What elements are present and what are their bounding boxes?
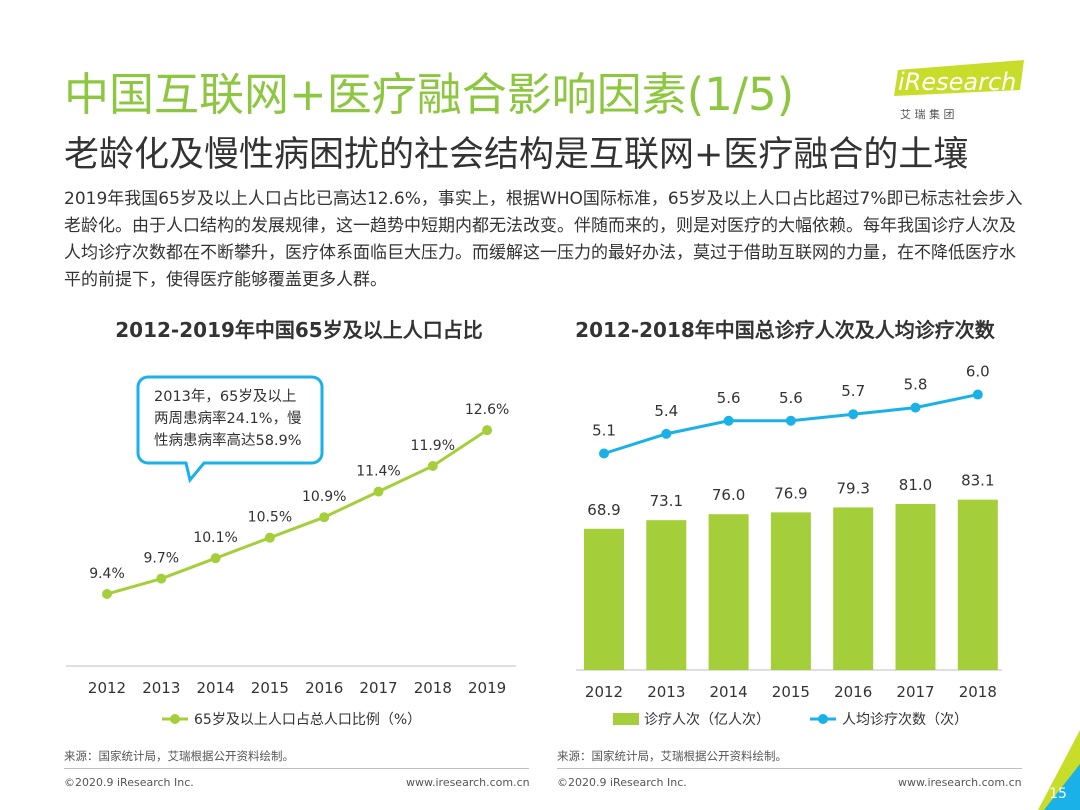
left-source: 来源：国家统计局，艾瑞根据公开资料绘制。 — [64, 749, 294, 763]
left-point-2017 — [373, 486, 384, 497]
right-line-point-2015 — [785, 415, 796, 426]
right-legend-line-label: 人均诊疗次数（次） — [842, 712, 968, 728]
right-tick-2016: 2016 — [834, 683, 872, 701]
left-footer-rule — [64, 768, 529, 769]
right-bar-label-2017: 81.0 — [899, 476, 932, 494]
left-label-2013: 9.7% — [144, 551, 180, 567]
right-bar-2014 — [708, 514, 749, 670]
left-point-2018 — [427, 461, 438, 471]
left-tick-2015: 2015 — [251, 679, 289, 697]
right-line-point-2018 — [972, 389, 983, 400]
page-subtitle: 老龄化及慢性病困扰的社会结构是互联网+医疗融合的土壤 — [64, 135, 969, 175]
left-chart: 9.4% 2012 9.7% 2013 10.1% 2014 10.5% 2015 10.9% 2… — [66, 375, 516, 728]
left-tick-2017: 2017 — [359, 679, 397, 697]
corner-triangle-blue — [1044, 764, 1080, 810]
right-bar-label-2016: 79.3 — [836, 479, 869, 497]
left-tick-2013: 2013 — [142, 679, 180, 697]
left-point-2014 — [210, 553, 221, 564]
left-chart-title: 2012-2019年中国65岁及以上人口占比 — [115, 318, 483, 342]
right-line-label-2016: 5.7 — [841, 382, 865, 400]
left-label-2015: 10.5% — [248, 510, 292, 526]
right-tick-2012: 2012 — [585, 683, 623, 701]
callout-line-2: 两周患病率24.1%，慢 — [154, 410, 302, 427]
left-tick-2014: 2014 — [197, 679, 235, 697]
page-number: 15 — [1049, 786, 1067, 802]
right-tick-2013: 2013 — [647, 683, 685, 701]
page-corner: 15 — [1038, 730, 1080, 810]
iresearch-logo: iResearch 艾 瑞 集 团 — [892, 60, 1028, 122]
right-bar-label-2015: 76.9 — [774, 484, 807, 502]
left-point-2012 — [102, 589, 112, 599]
right-tick-2015: 2015 — [772, 683, 810, 701]
logo-subtext: 艾 瑞 集 团 — [900, 107, 955, 121]
left-website: www.iresearch.com.cn — [406, 776, 530, 789]
left-label-2014: 10.1% — [193, 530, 237, 546]
right-line-point-2013 — [661, 428, 672, 439]
right-legend-line-marker — [818, 714, 828, 724]
callout-line-3: 性病患病率高达58.9% — [154, 432, 302, 449]
body-paragraph: 2019年我国65岁及以上人口占比已高达12.6%，事实上，根据WHO国际标准，… — [64, 189, 1023, 290]
right-line-label-2015: 5.6 — [779, 389, 803, 407]
left-tick-2019: 2019 — [468, 679, 506, 697]
right-line-label-2012: 5.1 — [592, 422, 616, 440]
left-tick-2018: 2018 — [414, 679, 452, 697]
right-bar-2018 — [957, 499, 998, 670]
callout-bubble-shape — [136, 375, 324, 484]
callout-bubble: 2013年，65岁及以上 两周患病率24.1%，慢 性病患病率高达58.9% — [136, 375, 324, 484]
callout-line-1: 2013年，65岁及以上 — [154, 388, 296, 405]
left-label-2018: 11.9% — [411, 438, 455, 454]
right-tick-2017: 2017 — [896, 683, 934, 701]
right-line-point-2012 — [599, 448, 609, 459]
right-bar-label-2013: 73.1 — [650, 492, 683, 510]
right-line-label-2017: 5.8 — [904, 376, 928, 394]
left-series-line — [106, 428, 488, 596]
right-tick-2018: 2018 — [959, 683, 997, 701]
left-point-2013 — [156, 573, 167, 584]
logo-text: iResearch — [898, 68, 1016, 96]
left-legend-label: 65岁及以上人口占总人口比例（%） — [194, 712, 421, 728]
right-legend-bar-label: 诊疗人次（亿人次） — [644, 712, 770, 728]
left-tick-2012: 2012 — [88, 679, 126, 697]
left-legend-marker — [170, 714, 180, 724]
right-bar-2016 — [833, 507, 874, 670]
left-label-2016: 10.9% — [302, 489, 346, 505]
logo-banner-shape — [894, 60, 1024, 96]
right-line-label-2018: 6.0 — [966, 363, 990, 381]
left-label-2019: 12.6% — [465, 402, 509, 418]
right-tick-2014: 2014 — [710, 683, 748, 701]
right-source: 来源：国家统计局，艾瑞根据公开资料绘制。 — [557, 749, 787, 763]
right-bar-2012 — [584, 528, 624, 670]
page-title: 中国互联网+医疗融合影响因素(1/5) — [64, 68, 795, 121]
left-copyright: ©2020.9 iResearch Inc. — [64, 776, 194, 789]
right-bar-2015 — [770, 512, 811, 670]
left-point-2016 — [319, 512, 330, 523]
right-bar-label-2018: 83.1 — [961, 472, 994, 490]
right-bar-2013 — [646, 520, 687, 670]
right-copyright: ©2020.9 iResearch Inc. — [557, 776, 687, 789]
left-point-2015 — [264, 532, 275, 543]
right-bar-label-2012: 68.9 — [587, 501, 620, 519]
right-bar-2017 — [895, 503, 936, 670]
right-legend-bar-swatch — [613, 713, 639, 725]
right-footer-rule — [557, 768, 1022, 769]
left-label-2017: 11.4% — [356, 464, 400, 480]
left-tick-2016: 2016 — [305, 679, 343, 697]
right-line-label-2013: 5.4 — [654, 402, 678, 420]
right-website: www.iresearch.com.cn — [898, 776, 1022, 789]
right-chart-title: 2012-2018年中国总诊疗人次及人均诊疗次数 — [575, 318, 995, 342]
right-line-point-2016 — [848, 409, 859, 420]
right-line-label-2014: 5.6 — [717, 389, 741, 407]
right-line-point-2014 — [723, 415, 734, 426]
right-line-point-2017 — [910, 402, 921, 413]
left-label-2012: 9.4% — [89, 566, 125, 582]
left-point-2019 — [482, 425, 493, 436]
right-bar-label-2014: 76.0 — [712, 486, 745, 504]
right-chart: 68.9 2012 73.1 2013 76.0 2014 76.9 2015 79.3 2016… — [576, 363, 1002, 728]
